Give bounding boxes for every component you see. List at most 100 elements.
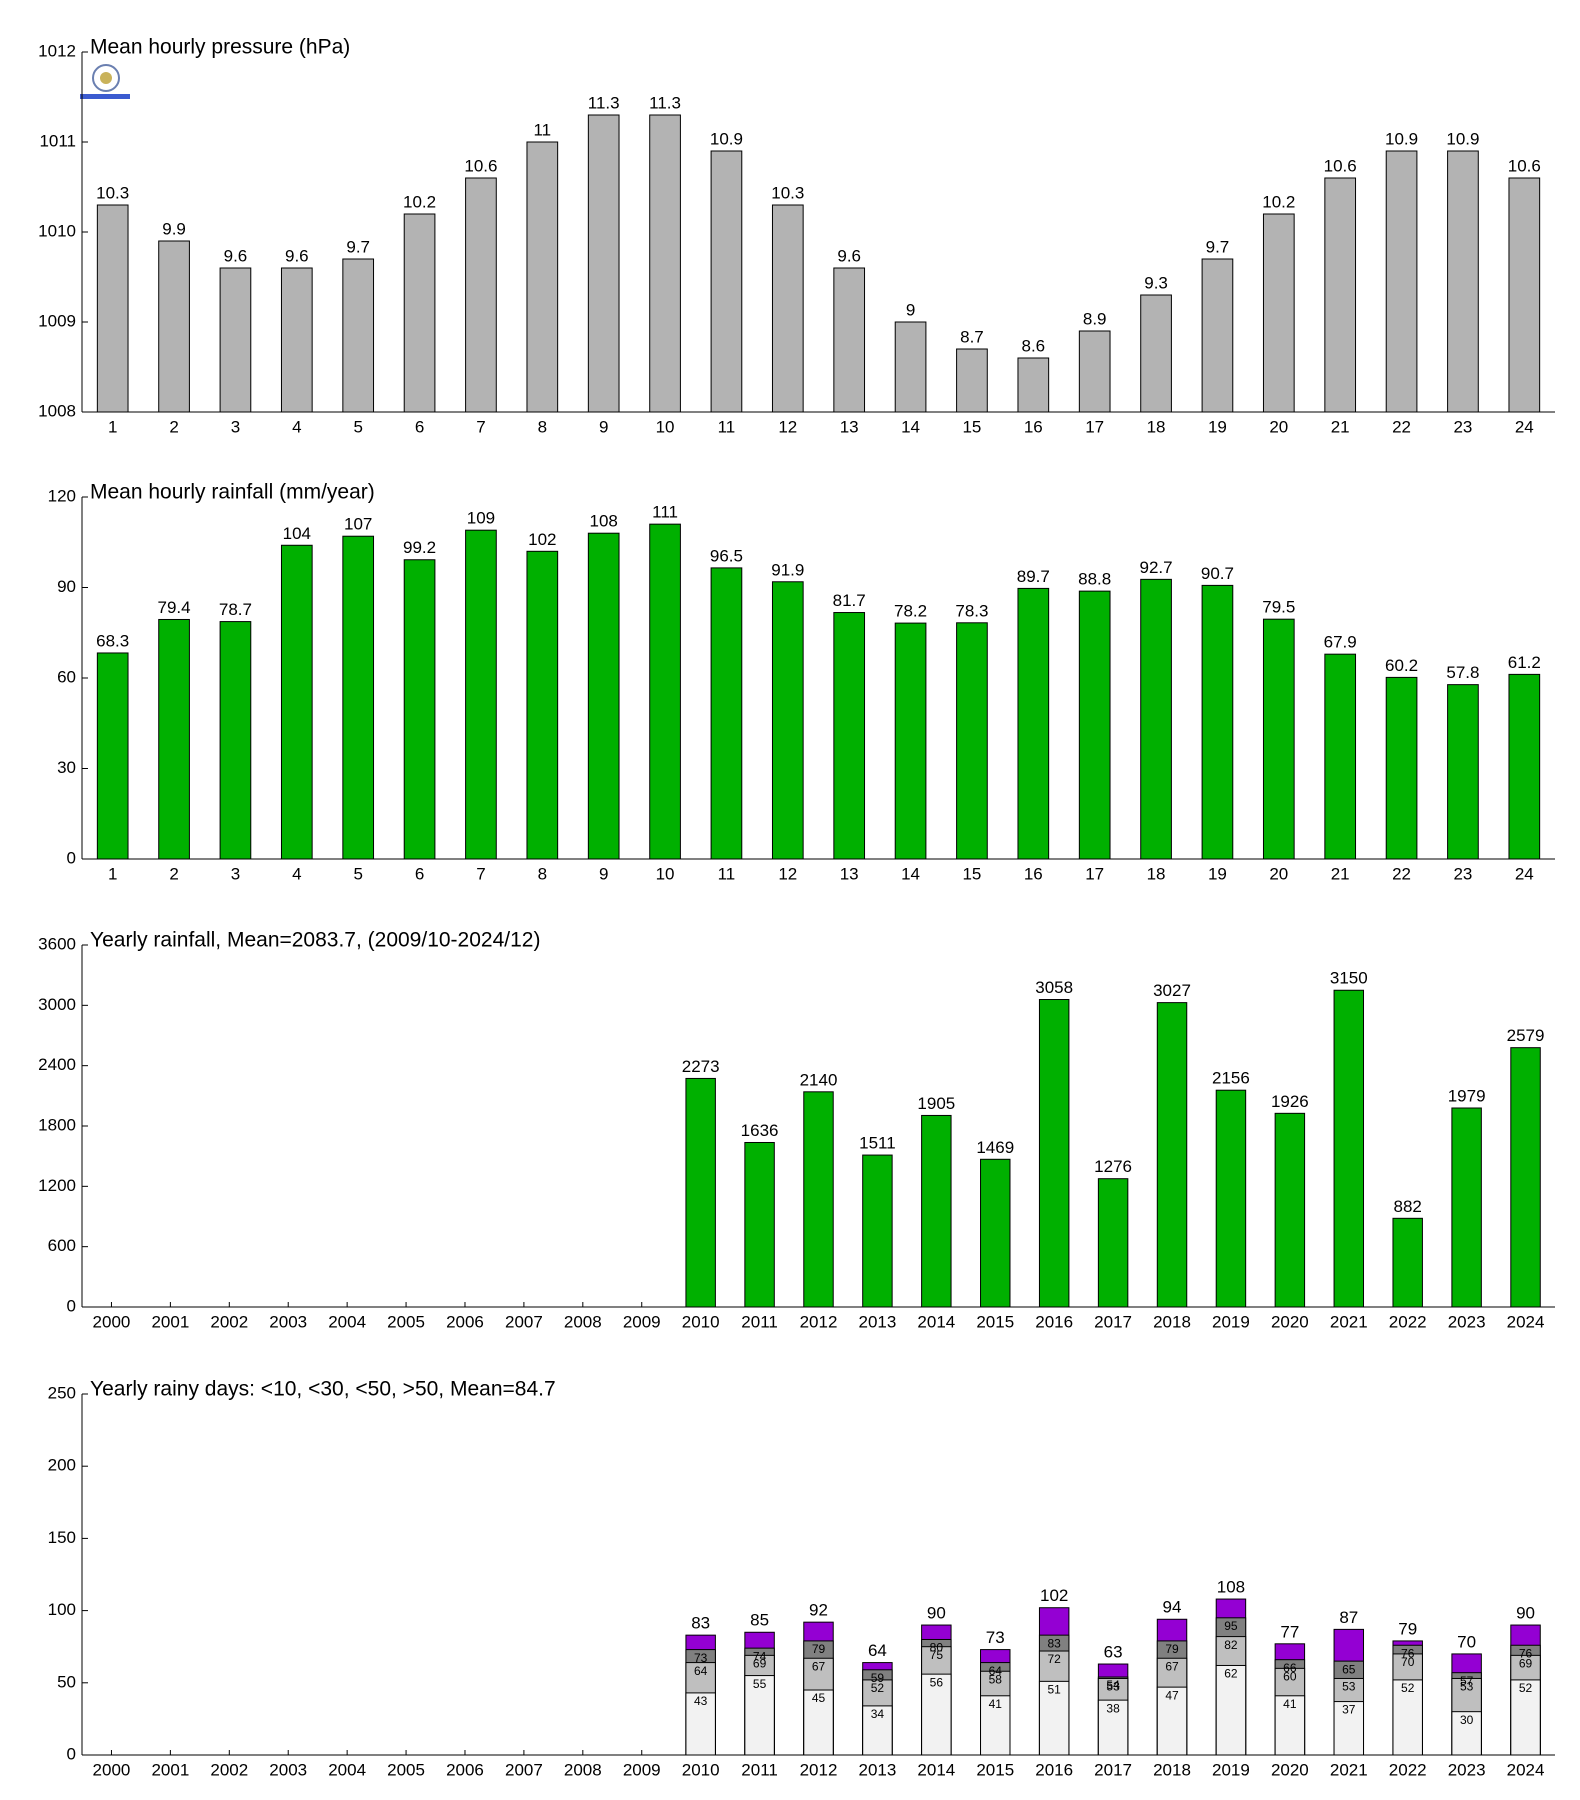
bar (1508, 673, 1541, 860)
bar (1392, 1217, 1423, 1308)
value-label: 58 (989, 1672, 1003, 1686)
y-tick-label: 1008 (38, 401, 76, 420)
y-tick-label: 2400 (38, 1055, 76, 1074)
bar (803, 1689, 834, 1756)
bar (96, 204, 129, 413)
value-label: 90 (1516, 1604, 1535, 1623)
x-tick-label: 6 (415, 417, 424, 436)
x-tick-label: 18 (1147, 864, 1166, 883)
x-tick-label: 2000 (93, 1312, 131, 1331)
x-tick-label: 2010 (682, 1760, 720, 1779)
bar (465, 529, 497, 860)
x-tick-label: 2022 (1389, 1312, 1427, 1331)
value-label: 41 (989, 1697, 1003, 1711)
value-label: 79 (1165, 1642, 1179, 1656)
bar (1333, 1701, 1365, 1756)
bar (342, 258, 375, 413)
x-tick-label: 10 (656, 864, 675, 883)
x-tick-label: 23 (1453, 417, 1472, 436)
value-label: 67 (1165, 1659, 1179, 1673)
x-tick-label: 2 (169, 417, 178, 436)
bar (1262, 213, 1295, 413)
value-label: 60 (1283, 1670, 1297, 1684)
value-label: 57 (1460, 1674, 1474, 1688)
y-tick-label: 3600 (38, 934, 76, 953)
x-tick-label: 2011 (741, 1760, 778, 1779)
x-tick-label: 14 (901, 864, 920, 883)
bar (1078, 590, 1111, 860)
x-tick-label: 21 (1331, 417, 1350, 436)
x-tick-label: 2007 (505, 1760, 543, 1779)
value-label: 9 (906, 300, 915, 319)
value-label: 53 (1106, 1680, 1120, 1694)
value-label: 47 (1165, 1688, 1179, 1702)
x-tick-label: 18 (1147, 417, 1166, 436)
chart-title: Yearly rainy days: <10, <30, <50, >50, M… (90, 1378, 556, 1401)
x-tick-label: 13 (840, 417, 859, 436)
x-tick-label: 4 (292, 417, 301, 436)
x-tick-label: 3 (231, 417, 240, 436)
value-label: 45 (812, 1691, 826, 1705)
bar (280, 267, 313, 413)
bar (1078, 330, 1111, 413)
y-tick-label: 3000 (38, 995, 76, 1014)
x-tick-label: 2009 (623, 1312, 661, 1331)
value-label: 10.6 (1324, 156, 1357, 175)
x-tick-label: 12 (778, 864, 797, 883)
bar (1038, 999, 1070, 1308)
value-label: 64 (868, 1641, 887, 1660)
x-tick-label: 2008 (564, 1760, 602, 1779)
bar (980, 1695, 1011, 1756)
bar (1201, 584, 1234, 860)
value-label: 76 (1401, 1646, 1415, 1660)
x-tick-label: 2014 (917, 1760, 955, 1779)
x-tick-label: 2018 (1153, 1760, 1191, 1779)
x-tick-label: 2006 (446, 1312, 484, 1331)
value-label: 53 (1342, 1680, 1356, 1694)
bar (894, 622, 927, 860)
x-tick-label: 2021 (1330, 1760, 1368, 1779)
x-tick-label: 2016 (1035, 1312, 1073, 1331)
x-tick-label: 24 (1515, 417, 1534, 436)
x-tick-label: 2005 (387, 1312, 425, 1331)
value-label: 68.3 (96, 631, 129, 650)
x-tick-label: 2013 (859, 1760, 897, 1779)
x-tick-label: 8 (538, 417, 547, 436)
x-tick-label: 2016 (1035, 1760, 1073, 1779)
y-tick-label: 30 (57, 758, 76, 777)
x-tick-label: 15 (962, 864, 981, 883)
value-label: 3150 (1330, 969, 1368, 988)
value-label: 8.9 (1083, 309, 1107, 328)
value-label: 72 (1048, 1652, 1062, 1666)
value-label: 3027 (1153, 981, 1191, 1000)
x-tick-label: 2015 (976, 1760, 1014, 1779)
bar (833, 612, 866, 860)
bar (744, 1675, 775, 1756)
x-tick-label: 2014 (917, 1312, 955, 1331)
bar (1215, 1664, 1247, 1756)
value-label: 92 (809, 1601, 828, 1620)
bar (1156, 1002, 1188, 1308)
x-tick-label: 2006 (446, 1760, 484, 1779)
bar (1017, 357, 1050, 413)
x-tick-label: 21 (1331, 864, 1350, 883)
value-label: 107 (344, 515, 372, 534)
value-label: 66 (1283, 1661, 1297, 1675)
x-tick-label: 20 (1269, 864, 1288, 883)
value-label: 2579 (1507, 1026, 1545, 1045)
bar (1510, 1679, 1541, 1756)
y-tick-label: 60 (57, 667, 76, 686)
value-label: 11.3 (649, 93, 681, 112)
x-tick-label: 2023 (1448, 1312, 1486, 1331)
bar (1215, 1089, 1247, 1308)
x-tick-label: 2017 (1094, 1312, 1132, 1331)
value-label: 64 (694, 1664, 708, 1678)
value-label: 30 (1460, 1713, 1474, 1727)
y-tick-label: 200 (48, 1456, 76, 1475)
bar (1140, 578, 1172, 860)
bar (1201, 258, 1234, 413)
bar (526, 550, 559, 860)
bar (1274, 1695, 1306, 1756)
y-tick-label: 0 (67, 1744, 76, 1763)
